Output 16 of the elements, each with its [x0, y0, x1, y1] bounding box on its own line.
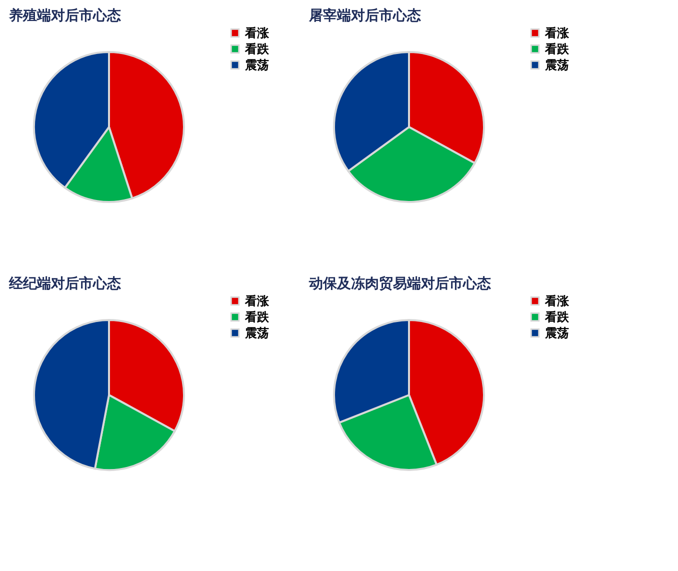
- legend-label: 看涨: [544, 26, 570, 40]
- chart-title: 动保及冻肉贸易端对后市心态: [308, 275, 491, 292]
- legend-label: 看涨: [244, 294, 270, 308]
- legend-label: 看跌: [544, 42, 570, 56]
- legend-label: 震荡: [244, 326, 269, 340]
- legend-label: 看跌: [244, 42, 270, 56]
- chart-title: 养殖端对后市心态: [8, 7, 121, 24]
- legend-label: 看涨: [244, 26, 270, 40]
- legend-label: 震荡: [244, 58, 269, 72]
- legend-label: 看跌: [544, 310, 570, 324]
- legend-label: 看跌: [244, 310, 270, 324]
- legend-label: 震荡: [544, 58, 569, 72]
- legend-label: 震荡: [544, 326, 569, 340]
- chart-title: 经纪端对后市心态: [8, 275, 121, 292]
- legend-label: 看涨: [544, 294, 570, 308]
- chart-title: 屠宰端对后市心态: [308, 7, 421, 24]
